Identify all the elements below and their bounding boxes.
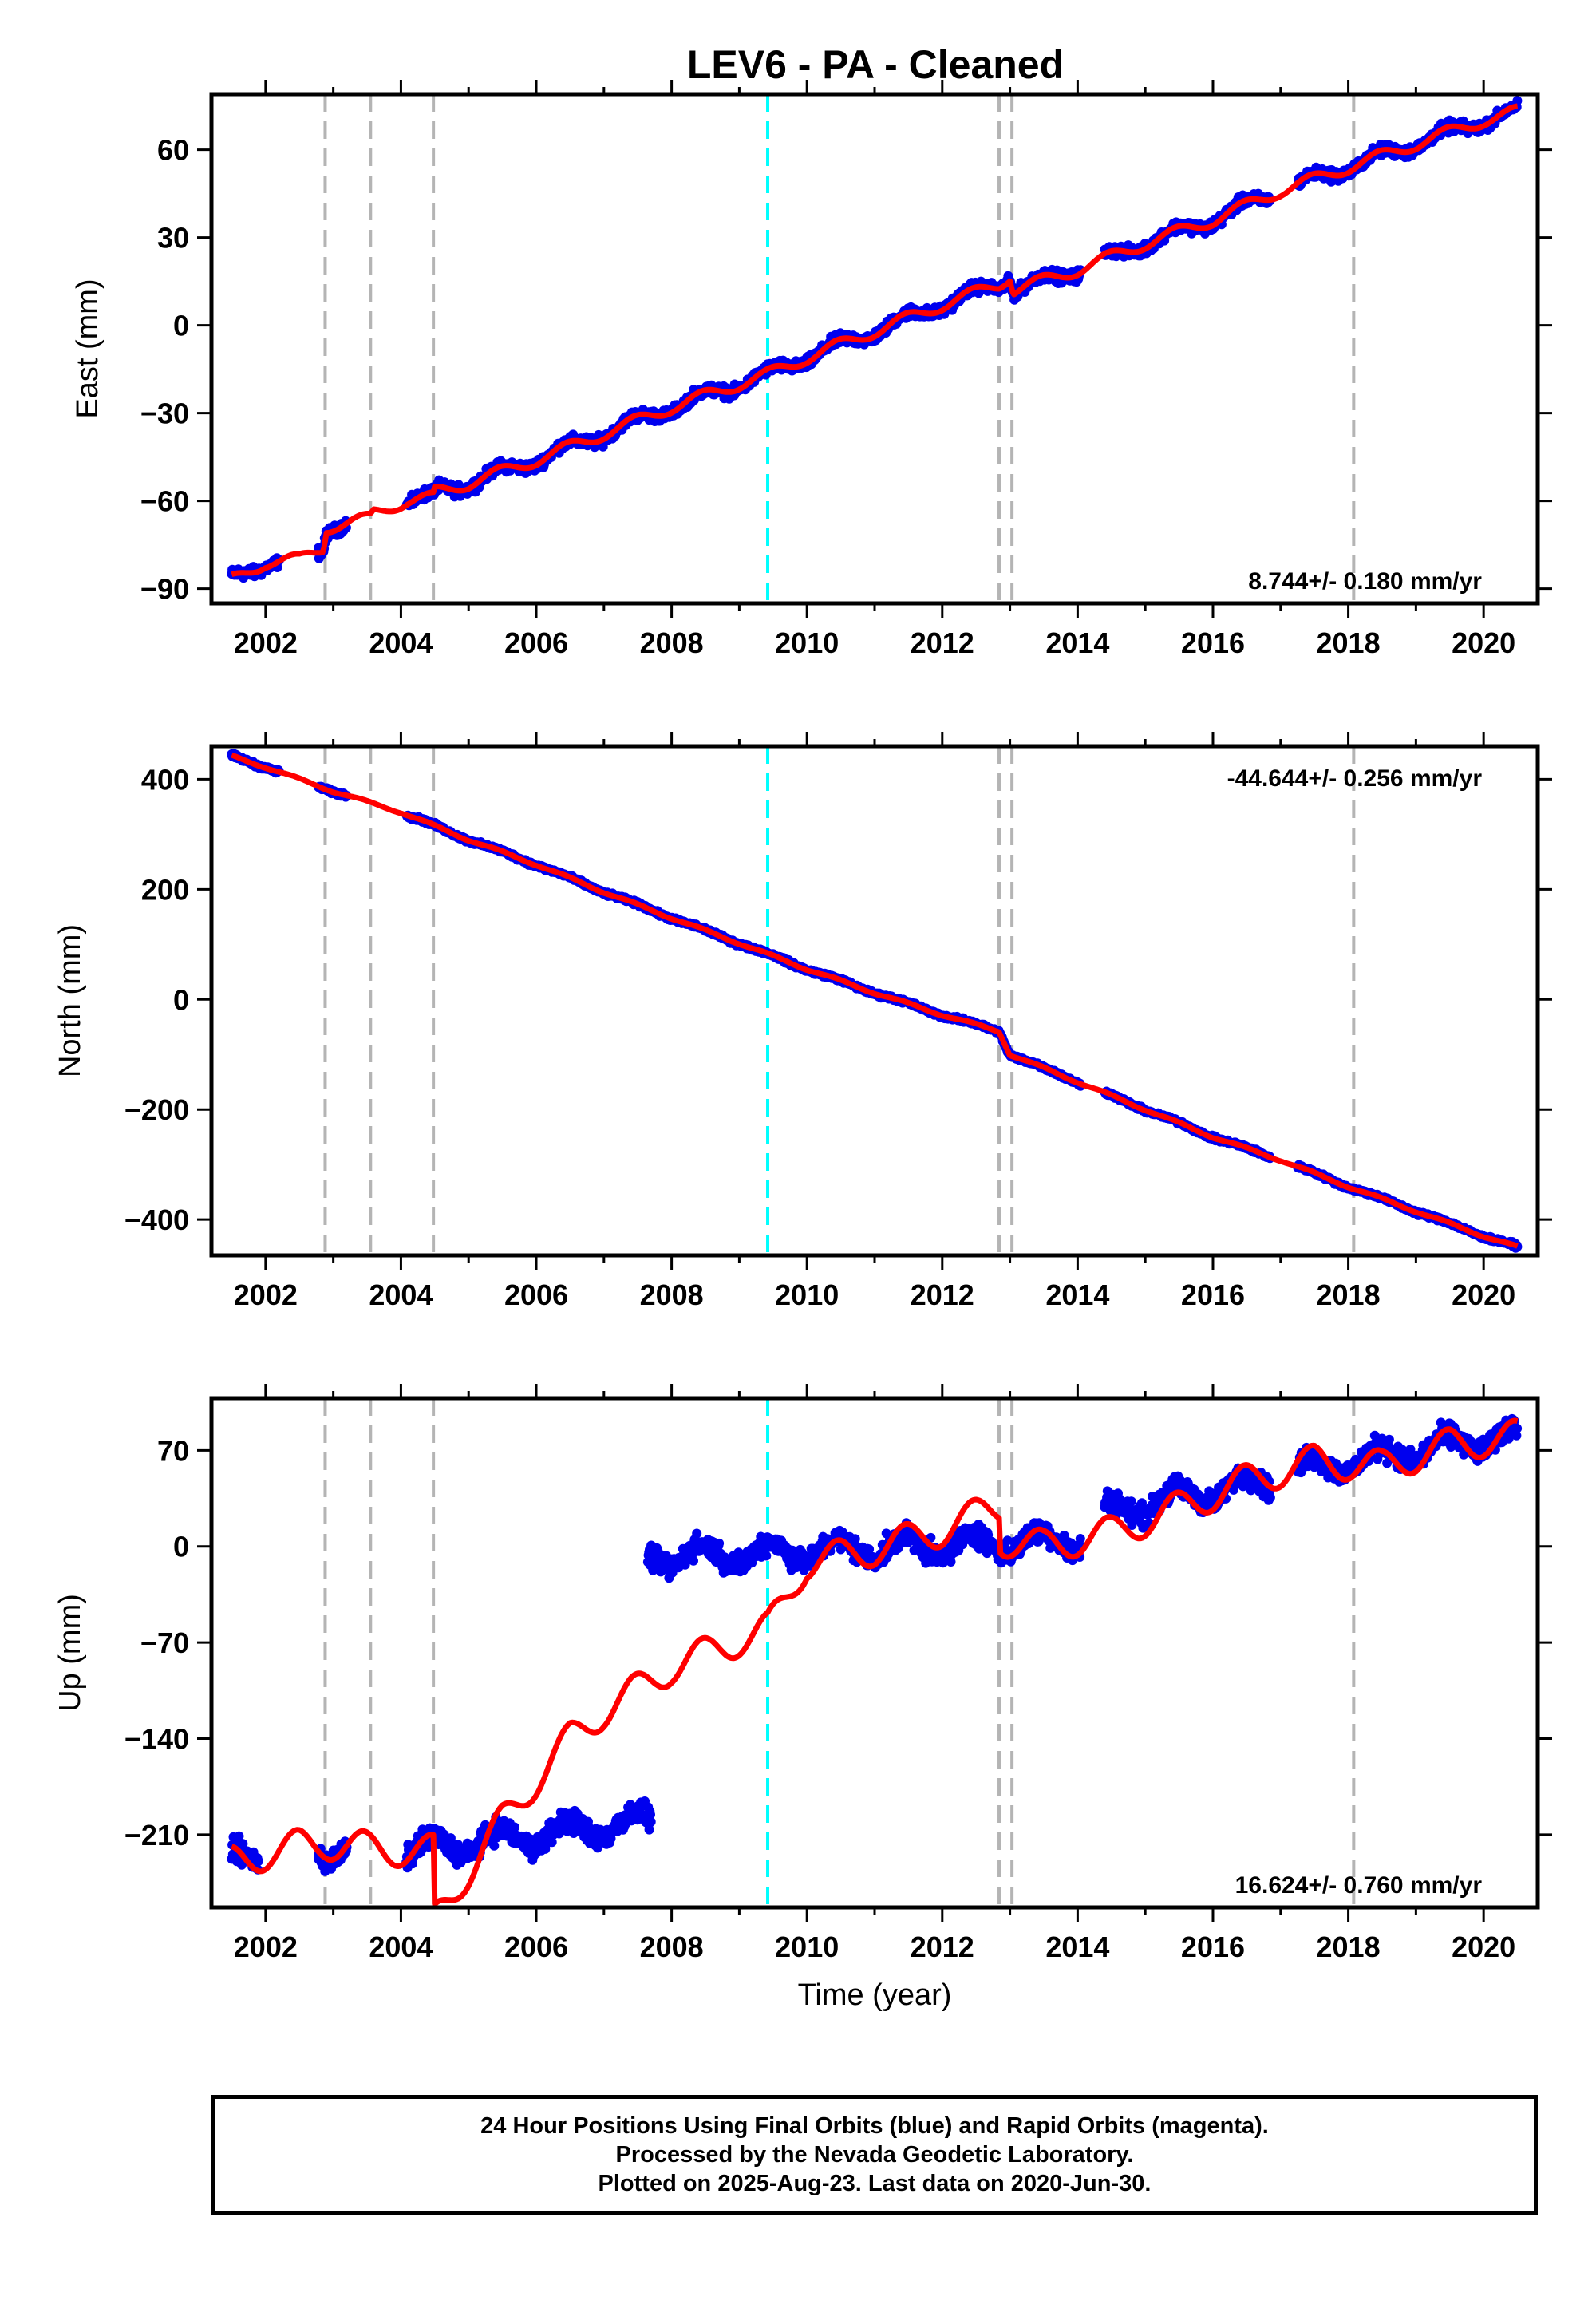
x-tick-label: 2010: [775, 626, 839, 659]
x-tick-label: 2010: [775, 1279, 839, 1311]
x-tick-label: 2014: [1045, 626, 1109, 659]
x-tick-label: 2014: [1045, 1279, 1109, 1311]
x-tick-label: 2006: [504, 626, 568, 659]
y-tick-label: 60: [157, 134, 189, 167]
y-tick-label: −30: [140, 397, 189, 430]
panel-north: 2002 2004 2006 2008 2010 2012 2014 2016 2018 2020…: [53, 732, 1552, 1311]
x-tick-label: 2004: [369, 1279, 433, 1311]
y-tick-label: 400: [141, 763, 189, 796]
x-tick-label: 2018: [1317, 1279, 1381, 1311]
x-tick-label: 2020: [1452, 1279, 1515, 1311]
y-tick-label: −400: [124, 1203, 189, 1236]
data-point: [1512, 96, 1523, 106]
x-tick-label: 2012: [911, 626, 974, 659]
x-tick-label: 2008: [640, 626, 704, 659]
y-tick-label: 30: [157, 222, 189, 255]
x-tick-label: 2012: [911, 1279, 974, 1311]
x-tick-label: 2002: [234, 626, 298, 659]
x-tick-label: 2002: [234, 1279, 298, 1311]
plot-area-north: [227, 746, 1523, 1255]
chart-title: LEV6 - PA - Cleaned: [687, 42, 1064, 87]
x-tick-label: 2008: [640, 1279, 704, 1311]
model-fit-line: [230, 752, 1519, 1249]
x-tick-label: 2018: [1317, 626, 1381, 659]
y-tick-label: 200: [141, 873, 189, 906]
y-tick-label: −60: [140, 485, 189, 518]
y-tick-label: −90: [140, 573, 189, 606]
rate-annotation: -44.644+/- 0.256 mm/yr: [1227, 765, 1483, 792]
x-tick-label: 2004: [369, 626, 433, 659]
y-axis-label: North (mm): [53, 924, 87, 1077]
data-point: [692, 1528, 702, 1539]
data-point: [644, 1824, 654, 1835]
data-point: [547, 1837, 557, 1848]
data-point: [689, 1555, 698, 1566]
panels: 2002 2004 2006 2008 2010 2012 2014 2016 2018 2020…: [53, 80, 1552, 2012]
y-tick-label: 0: [173, 983, 189, 1016]
panel-up: 2002 2004 2006 2008 2010 2012 2014 2016 2018 2020…: [53, 1384, 1552, 2012]
data-points-up: [227, 1413, 1523, 1876]
plot-area-up: [227, 1398, 1523, 1907]
rate-annotation: 8.744+/- 0.180 mm/yr: [1248, 568, 1482, 595]
x-tick-label: 2016: [1181, 1279, 1245, 1311]
y-axis-label: East (mm): [71, 279, 105, 418]
y-tick-label: −200: [124, 1093, 189, 1126]
y-tick-label: 0: [173, 310, 189, 342]
data-point: [489, 1840, 500, 1851]
data-point: [646, 1816, 656, 1827]
plot-area-east: [227, 94, 1523, 603]
x-tick-label: 2020: [1452, 626, 1515, 659]
x-tick-label: 2006: [504, 1279, 568, 1311]
data-point: [714, 1538, 725, 1548]
x-tick-label: 2016: [1181, 626, 1245, 659]
data-point: [253, 1856, 263, 1866]
data-point: [234, 1831, 244, 1841]
panel-east: 2002 2004 2006 2008 2010 2012 2014 2016 2018 2020…: [71, 80, 1552, 659]
data-point: [510, 1822, 519, 1832]
model-fit-line: [230, 103, 1519, 578]
